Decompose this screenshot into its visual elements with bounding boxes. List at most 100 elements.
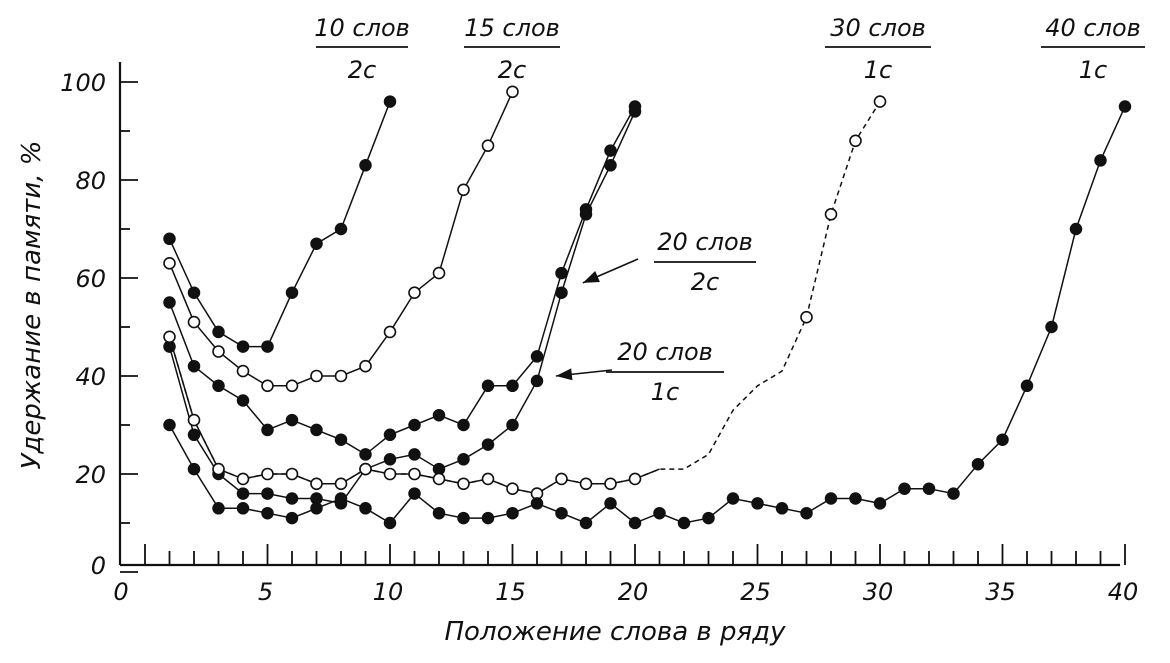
data-point [996,433,1009,446]
data-point [481,379,495,393]
data-point [187,286,201,299]
data-point [457,477,470,491]
pointer-arrow-head [582,271,600,283]
data-point [187,428,201,442]
series-label-top: 20 слов [617,338,713,366]
data-point [187,359,201,373]
data-point [212,502,225,515]
series-label-bottom: 2с [348,56,376,84]
data-point [555,286,568,299]
data-point [775,502,789,515]
data-point [579,516,593,530]
series-label-top: 30 слов [830,14,926,42]
y-tick-label: 100 [60,69,106,97]
data-point [408,467,421,481]
series-6 [163,100,1132,530]
data-point [506,418,519,432]
series-5 [163,95,887,500]
data-point [408,418,421,432]
series-label-bottom: 2с [691,268,719,296]
data-point [334,222,348,236]
data-point [604,477,617,491]
data-point [163,330,176,344]
data-point [922,482,936,495]
data-point [285,286,299,299]
data-point [506,379,519,393]
data-point [628,516,642,530]
data-point [408,487,421,500]
data-point [236,364,250,378]
data-point [849,492,862,505]
data-point [310,369,323,383]
series-4 [163,105,642,510]
data-point [261,340,274,353]
series-label-bottom: 1с [1079,56,1107,84]
data-point [800,506,813,520]
x-tick-label: 40 [1108,578,1139,606]
data-point [457,183,470,197]
data-point [579,208,593,221]
x-tick-label: 35 [985,578,1016,606]
data-point [383,428,397,442]
data-point [628,472,642,486]
data-point [849,134,862,148]
data-point [604,159,617,172]
data-point [604,497,617,510]
data-point [432,266,446,280]
data-point [334,369,348,383]
data-point [383,95,397,108]
series-label-top: 15 слов [464,14,560,42]
series-line [168,91,514,387]
data-point [1045,320,1058,334]
data-point [555,472,568,486]
data-point [310,477,323,491]
series-label-3: 20 слов 2с [654,228,756,296]
data-point [653,506,666,520]
data-point [383,453,397,466]
x-tick-label: 30 [863,578,894,606]
data-point [310,237,323,250]
data-point [873,95,887,108]
series-label-bottom: 1с [864,56,892,84]
series-1 [163,95,397,353]
data-point [947,487,960,500]
data-point [261,506,274,520]
data-point [285,467,299,481]
series-line [168,101,391,348]
data-point [163,296,176,309]
data-point [1118,100,1132,113]
y-tick-label: 80 [75,167,106,195]
data-point [236,472,250,486]
data-point [261,379,274,393]
data-point [359,502,372,515]
data-point [824,208,838,221]
x-tick-label: 5 [258,578,273,606]
data-point [187,413,201,427]
data-point [285,511,299,525]
data-point [702,511,715,525]
series-2 [163,85,519,393]
data-point [824,492,838,505]
data-point [432,472,446,486]
data-point [604,144,617,157]
data-point [383,325,397,339]
data-point [359,159,372,172]
data-point [530,497,544,510]
x-tick-label: 15 [495,578,526,606]
data-point [163,418,176,432]
series-3 [163,100,642,461]
data-point [726,492,740,505]
series-group [163,85,1132,530]
data-point [555,506,568,520]
data-point [212,325,225,339]
series-line [168,106,1126,524]
y-tick-label: 20 [75,461,106,489]
data-point [383,467,397,481]
data-point [800,310,813,324]
data-point [457,418,470,432]
data-point [310,423,323,437]
series-label-top: 40 слов [1045,14,1141,42]
data-point [628,105,642,118]
